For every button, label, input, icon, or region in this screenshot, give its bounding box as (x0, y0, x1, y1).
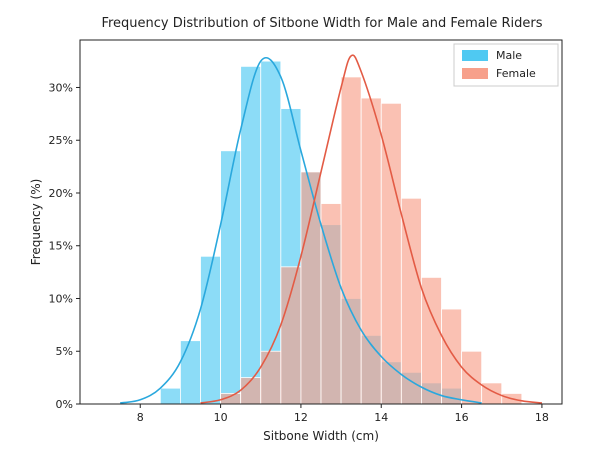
x-tick-label-12: 12 (294, 411, 308, 424)
bars-layer (159, 60, 523, 405)
x-tick-label-10: 10 (214, 411, 228, 424)
legend-swatch-female (462, 68, 488, 79)
y-axis-label: Frequency (%) (29, 179, 43, 266)
x-axis-label: Sitbone Width (cm) (263, 429, 379, 443)
bar-male-1 (180, 340, 201, 405)
kde-line-male (120, 56, 482, 404)
bar-female-2 (260, 350, 282, 405)
bar-male-0 (159, 387, 181, 405)
bar-male-3 (220, 150, 242, 405)
y-tick-label-2: 10% (49, 292, 73, 305)
x-tick-label-14: 14 (374, 411, 388, 424)
kde-lines-layer (120, 54, 543, 404)
bar-female-9 (400, 197, 422, 405)
plot-frame (79, 39, 563, 405)
y-tick-label-4: 20% (49, 187, 73, 200)
x-tick-label-8: 8 (137, 411, 144, 424)
y-tick-label-3: 15% (49, 240, 73, 253)
bar-female-11 (441, 308, 462, 405)
legend-label-male: Male (496, 49, 522, 62)
bar-female-4 (300, 171, 322, 405)
y-axis-ticks: 0% 5% 10% 15% 20% 25% 30% (49, 81, 80, 411)
bar-female-7 (360, 97, 382, 405)
legend: Male Female (453, 43, 559, 87)
bar-male-2 (200, 255, 221, 405)
y-tick-label-0: 0% (56, 398, 73, 411)
bar-female-6 (340, 76, 362, 405)
x-tick-label-16: 16 (455, 411, 469, 424)
x-tick-label-18: 18 (535, 411, 549, 424)
legend-swatch-male (462, 50, 488, 61)
y-tick-label-1: 5% (56, 345, 73, 358)
kde-line-female (200, 54, 543, 404)
x-axis-ticks: 8 10 12 14 16 18 (137, 404, 549, 424)
y-tick-label-5: 25% (49, 134, 73, 147)
y-tick-label-6: 30% (49, 81, 73, 94)
legend-label-female: Female (496, 67, 536, 80)
bar-female-3 (280, 266, 302, 405)
chart-title: Frequency Distribution of Sitbone Width … (101, 16, 542, 31)
bar-female-13 (481, 382, 503, 405)
